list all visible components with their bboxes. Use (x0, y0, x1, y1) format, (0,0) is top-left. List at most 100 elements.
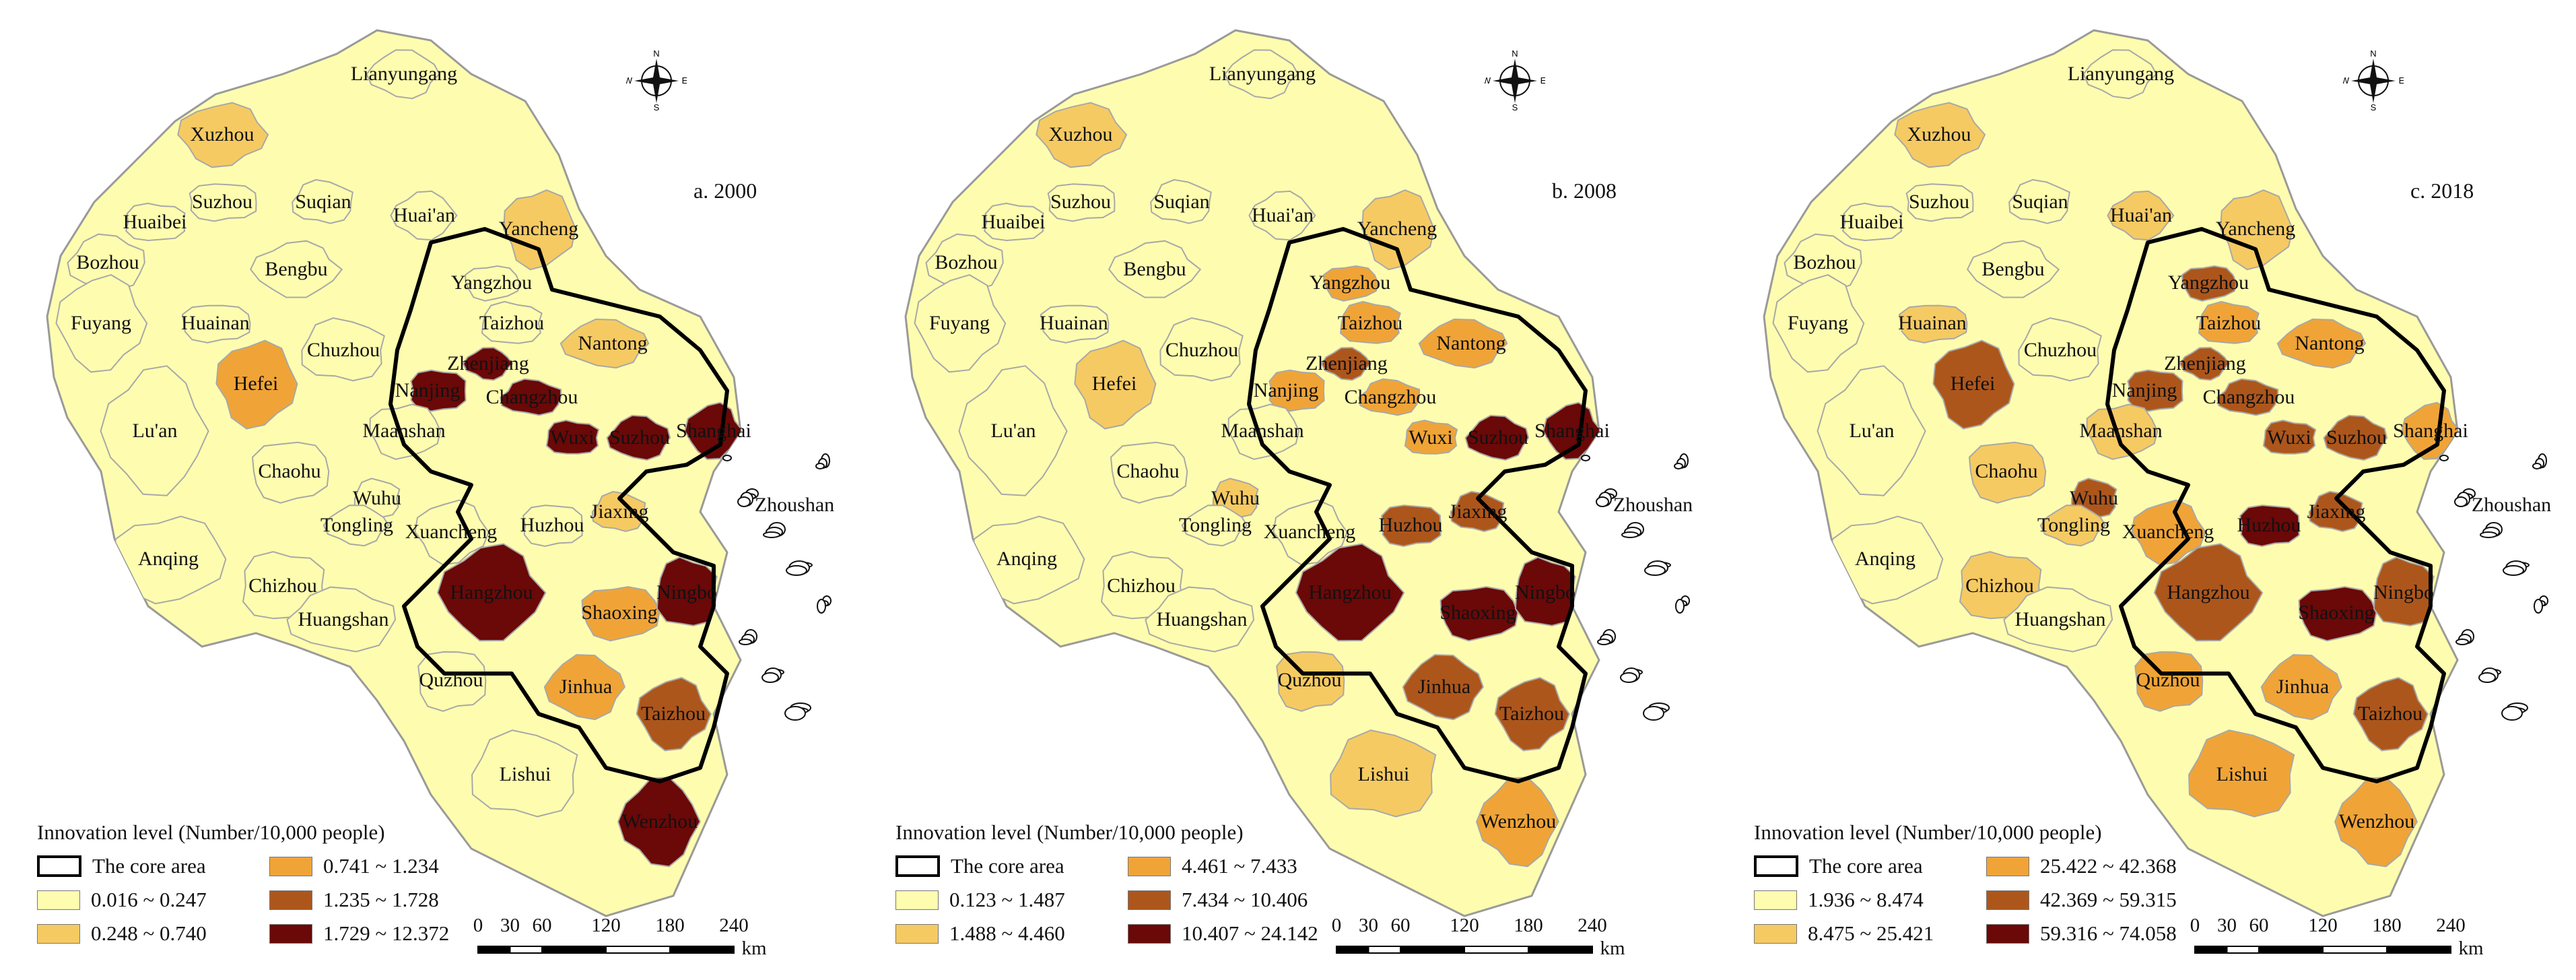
compass-letter-s: S (654, 102, 660, 111)
island-mark (786, 565, 807, 576)
city-polygon-yancheng (2220, 189, 2294, 271)
legend-label: 59.316 ~ 74.058 (2040, 921, 2177, 945)
scale-tick-label: 30 (500, 915, 520, 936)
city-polygon-huaian (1248, 190, 1316, 241)
city-label: Jiaxing (1448, 500, 1507, 523)
compass-letter-w: W (626, 75, 633, 86)
legend-label: 25.422 ~ 42.368 (2040, 854, 2177, 878)
scale-segment (1367, 946, 1401, 954)
island-mark (2534, 599, 2543, 614)
scale-segment (477, 946, 511, 954)
scale-bar (2194, 946, 2451, 954)
city-label: Nantong (1436, 332, 1506, 354)
city-label: Ningbo (1515, 581, 1575, 603)
island-mark (2455, 639, 2469, 645)
city-label: Lianyungang (1209, 63, 1316, 85)
city-polygon-wuxi (2262, 420, 2317, 455)
city-polygon-shaoxing (581, 586, 660, 642)
city-polygon-shanghai (684, 401, 741, 460)
legend-label: The core area (951, 854, 1064, 878)
city-polygon-lianyungang (1224, 49, 1299, 100)
city-label: Huaibei (123, 211, 187, 233)
city-polygon-luan (100, 365, 209, 496)
city-label: Jiaxing (2307, 500, 2366, 523)
map-panel-2: Lianyungang Xuzhou Suzhou Suqian Huai'an Yanc… (858, 0, 1717, 980)
island-mark (1597, 639, 1611, 645)
city-polygon-hefei (1074, 339, 1157, 430)
city-polygon-jiaxing (1450, 490, 1505, 532)
city-polygon-changzhou (2216, 378, 2279, 416)
legend-label: 0.741 ~ 1.234 (323, 854, 439, 878)
city-polygon-taizhou (636, 677, 712, 752)
city-polygon-suzhou (1905, 183, 1974, 222)
city-polygon-yancheng (503, 189, 577, 271)
city-label: Bozhou (1793, 251, 1856, 273)
city-polygon-chuzhou (1159, 317, 1244, 382)
city-polygon-chaohu (1968, 441, 2047, 504)
city-polygon-chaohu (1110, 441, 1188, 504)
city-label: Suqian (1153, 191, 1210, 213)
compass-letter-w: W (2343, 75, 2350, 86)
city-label: Xuancheng (2122, 521, 2214, 543)
legend-label: 0.248 ~ 0.740 (91, 921, 207, 945)
city-label: Fuyang (71, 312, 131, 334)
city-label: Tongling (320, 514, 393, 536)
city-label: Suqian (2012, 191, 2068, 213)
city-label: Yancheng (2215, 218, 2296, 240)
city-label: Wenzhou (1480, 810, 1557, 832)
city-label: Shaoxing (1439, 601, 1516, 624)
scale-bar (477, 946, 735, 954)
city-polygon-xuzhou (177, 102, 269, 168)
city-label: Quzhou (2136, 669, 2200, 691)
city-polygon-lishui (471, 729, 578, 818)
city-polygon-zhenjiang (1320, 347, 1372, 381)
scale-tick-label: 240 (2436, 915, 2466, 936)
city-label: Huzhou (520, 514, 584, 536)
city-label: Anqing (996, 548, 1057, 570)
legend-label: The core area (1809, 854, 1923, 878)
city-label: Tongling (1179, 514, 1252, 536)
city-polygon-fuyang (914, 274, 1007, 373)
map-svg (46, 29, 832, 917)
city-polygon-shanghai (2401, 401, 2458, 460)
city-label: Lu'an (1849, 420, 1895, 442)
city-polygon-luan (958, 365, 1068, 496)
scale-tick-label: 240 (1578, 915, 1607, 936)
city-label: Suzhou (1909, 191, 1969, 213)
legend-item: 0.248 ~ 0.740 (37, 921, 207, 946)
compass-letter-w: W (1485, 75, 1491, 86)
scale-tick-label: 60 (2249, 915, 2269, 936)
legend-item: 10.407 ~ 24.142 (1128, 921, 1318, 946)
legend-item: 0.016 ~ 0.247 (37, 888, 207, 912)
scale-segment (1400, 946, 1465, 954)
city-label: Quzhou (419, 669, 483, 691)
city-label: Huainan (1898, 312, 1967, 334)
city-label: Huai'an (393, 204, 456, 226)
legend-item: 0.741 ~ 1.234 (269, 854, 439, 878)
city-polygon-huzhou (522, 504, 583, 548)
city-polygon-suzhou (1464, 414, 1530, 461)
city-polygon-xuancheng (1273, 499, 1348, 566)
city-label: Wuxi (2267, 426, 2311, 449)
compass-icon: N S E W (2343, 51, 2404, 111)
legend-swatch (37, 923, 80, 944)
city-label: Suzhou (1468, 426, 1528, 449)
city-label: Hefei (1950, 372, 1996, 395)
legend-swatch (269, 890, 312, 910)
city-polygon-yangzhou (2181, 265, 2237, 302)
city-label: Wuhu (352, 487, 402, 509)
legend-label: The core area (92, 854, 206, 878)
map-svg (1763, 29, 2548, 917)
city-label: Changzhou (1344, 386, 1437, 408)
city-polygon-shanghai (1543, 401, 1599, 460)
legend-item: 1.488 ~ 4.460 (895, 921, 1065, 946)
city-label: Bozhou (76, 251, 139, 273)
city-polygon-hangzhou (1295, 543, 1405, 642)
city-label: Lu'an (132, 420, 178, 442)
city-label: Chaohu (1116, 460, 1180, 482)
city-label: Lishui (499, 763, 551, 785)
island-mark (1643, 706, 1664, 721)
legend-swatch (895, 890, 939, 910)
city-polygon-shaoxing (2298, 586, 2377, 642)
compass-letter-e: E (2399, 75, 2404, 86)
